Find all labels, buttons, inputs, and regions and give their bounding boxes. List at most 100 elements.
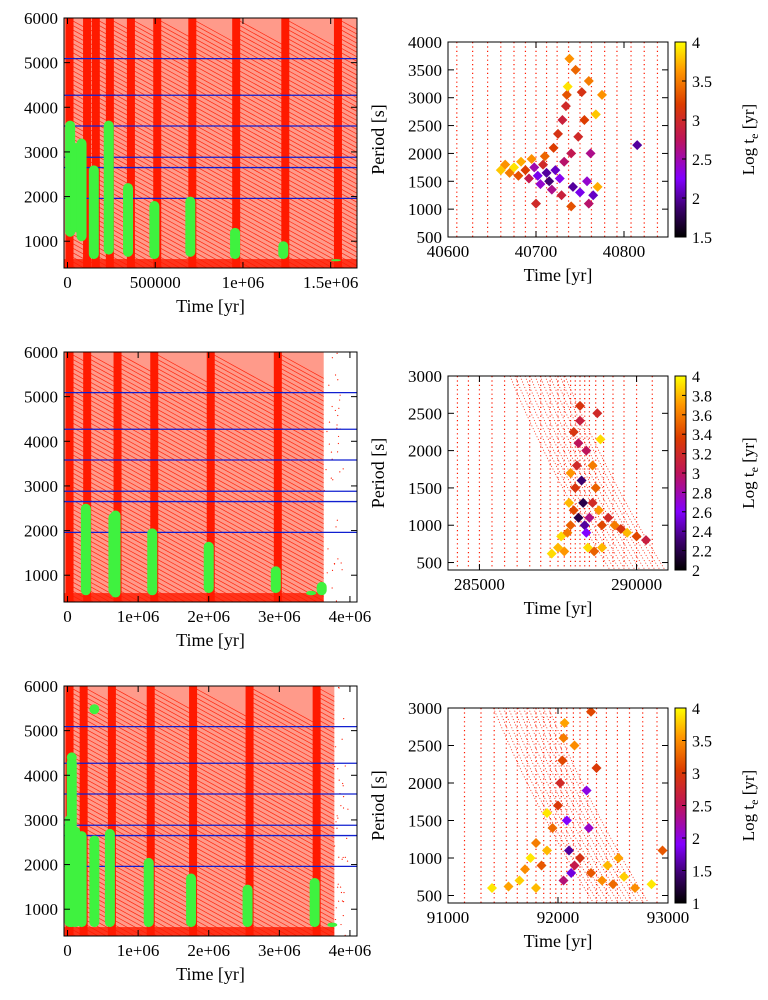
p1-chart: 0 500000 1e+06 1.5e+06 1000 2000 3000 4000 5000 6… [24, 9, 358, 316]
p3-tail-point [337, 435, 340, 438]
p4-diamond-point [556, 531, 567, 542]
p2-diamond-point [566, 201, 577, 212]
p2-colorbar-tick-label: 2.5 [692, 152, 712, 169]
p2-diamond-point [546, 184, 557, 195]
p5-tail-point [343, 891, 345, 894]
p1-ytick-label: 1000 [24, 232, 58, 251]
p4-diamond-point [595, 434, 606, 445]
p5-tail-point [334, 918, 337, 921]
p6-diamond-point [569, 860, 580, 871]
p6-diamond-point [525, 853, 536, 863]
p6-diamond-point [558, 733, 569, 743]
p2-diamond-point [541, 167, 552, 178]
p1-red-stripe [188, 18, 197, 268]
p5-unstable-point [89, 704, 100, 715]
p4-diamond-point [565, 468, 576, 478]
p2-diamond-point [538, 159, 549, 170]
p3-red-stripe [113, 352, 122, 602]
p4-diamond-point [573, 438, 584, 449]
p3-tail-point [334, 409, 336, 412]
p3-track-background [64, 352, 324, 602]
p3-tail-point [327, 548, 329, 550]
p6-ytick-label: 1000 [408, 849, 442, 868]
p2-diamond-point [532, 170, 543, 181]
p6-xtick-label: 93000 [647, 908, 690, 927]
p2-diamond-point [573, 131, 584, 142]
p4-mode-track [549, 376, 651, 570]
p3-tail-point [333, 563, 336, 565]
p5-tail-point [347, 808, 349, 810]
p4-diamond-point [579, 520, 590, 531]
p2-ylabel: Period [s] [368, 104, 388, 175]
p5-low-period-band [64, 927, 335, 936]
p6-diamond-point [542, 845, 552, 856]
p2-chart: 40600 40700 40800 500 1000 1500 2000 2500 3000 35… [368, 33, 761, 285]
p2-colorbar-tick-label: 3 [692, 113, 700, 130]
p4-ytick-label: 3000 [408, 367, 442, 386]
p6-diamond-point [514, 875, 525, 886]
p5-tail-point [342, 782, 344, 785]
p6-colorbar-label: Log te [yr] [739, 770, 761, 841]
p3-ytick-label: 6000 [24, 343, 58, 362]
p2-diamond-point [557, 115, 568, 125]
p5-red-stripe [245, 686, 254, 936]
p1-low-period-band [64, 259, 357, 268]
p4-diamond-point [546, 548, 557, 559]
p3-tail-point [336, 451, 339, 453]
p5-ytick-label: 4000 [24, 766, 58, 785]
p2-diamond-point [553, 128, 563, 139]
p6-diamond-point [630, 883, 640, 893]
p2-colorbar-tick-label: 2 [692, 191, 700, 208]
p2-diamond-point [535, 179, 546, 190]
p6-diamond-point [547, 823, 558, 833]
p2-colorbar-label: Log te [yr] [739, 104, 761, 175]
p5-plot-area [64, 686, 357, 936]
p2-diamond-point [513, 170, 524, 181]
p2-diamond-point [529, 162, 540, 173]
p1-unstable-cluster [185, 196, 196, 257]
p1-plot-area [64, 18, 357, 268]
p5-tail-point [343, 717, 345, 720]
p4-diamond-point [564, 497, 574, 508]
p3-tail-point [326, 430, 328, 433]
p2-diamond-point [585, 148, 596, 159]
p5-tail-point [338, 687, 340, 689]
p3-tail-point [336, 519, 338, 521]
p6-colorbar-tick-label: 1.5 [692, 864, 712, 881]
p1-unstable-cluster [149, 201, 160, 260]
p5-chart: 0 1e+06 2e+06 3e+06 4e+06 1000 2000 3000 4000 500… [24, 677, 371, 984]
p5-tail-point [338, 779, 340, 781]
p5-xlabel: Time [yr] [176, 964, 245, 984]
p6-diamond-point [555, 778, 566, 788]
p6-xtick-label: 92000 [537, 908, 580, 927]
p2-diamond-point [523, 173, 534, 184]
p2-diamond-point [582, 176, 593, 187]
p4-colorbar-label: Log te [yr] [739, 437, 761, 508]
p4-diamond-point [631, 531, 642, 542]
p6-colorbar-tick-label: 1 [692, 896, 700, 913]
p6-chart: 91000 92000 93000 500 1000 1500 2000 2500 3000 Ti… [368, 699, 761, 951]
p3-tail-point [340, 562, 342, 564]
p4-mode-track [509, 376, 611, 570]
p6-diamond-point [586, 868, 596, 878]
p2-diamond-point [590, 109, 601, 120]
p3-mode-tracks [67, 352, 324, 602]
p5-tail-point [333, 766, 336, 768]
p2-ytick-label: 2000 [408, 144, 442, 163]
p3-tail-point [337, 379, 339, 381]
p3-tail-point [331, 587, 333, 589]
p1-unstable-cluster [278, 241, 289, 260]
p5-tail-point [336, 827, 338, 829]
p1-red-stripe [333, 18, 342, 268]
p1-xtick-label: 1.5e+06 [303, 273, 358, 292]
p5-red-stripe [312, 686, 321, 936]
p2-colorbar-tick-label: 1.5 [692, 230, 712, 247]
p5-empty-region [334, 686, 357, 936]
p2-diamond-point [539, 151, 550, 162]
p6-ytick-label: 1500 [408, 812, 442, 831]
p6-ytick-label: 3000 [408, 699, 442, 718]
p4-diamond-point [603, 512, 614, 523]
p5-xtick-label: 4e+06 [329, 941, 372, 960]
p5-unstable-cluster [104, 828, 115, 928]
